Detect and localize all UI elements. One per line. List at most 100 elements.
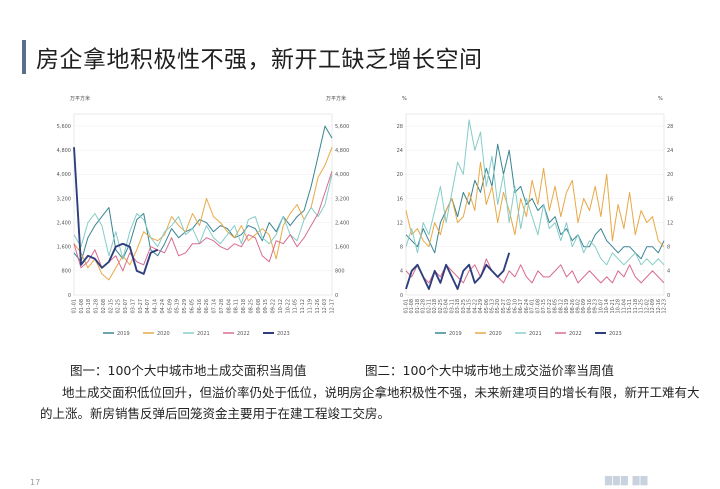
x-tick-label: 03-04 — [444, 299, 450, 314]
x-tick-label: 07-22 — [547, 299, 553, 314]
y-tick-label-right: 2,400 — [335, 220, 349, 226]
x-tick-label: 10-22 — [285, 299, 291, 314]
x-tick-label: 09-08 — [256, 299, 262, 314]
y-tick-label-right: 5,600 — [335, 124, 349, 130]
title-accent-bar — [22, 40, 26, 74]
x-tick-label: 08-11 — [234, 299, 240, 314]
x-tick-label: 01-18 — [415, 299, 421, 314]
watermark-logo: ▇▇▇ ▇▇ — [605, 476, 649, 486]
x-tick-label: 06-26 — [204, 299, 210, 314]
x-tick-label: 10-28 — [616, 299, 622, 314]
y-tick-label-right: 0 — [335, 293, 338, 299]
x-tick-label: 10-07 — [598, 299, 604, 314]
y-tick-label-right: 28 — [667, 124, 673, 130]
caption-chart-2: 图二：100个大中城市地土成交溢价率当周值 — [365, 363, 614, 378]
x-tick-label: 11-26 — [315, 299, 321, 314]
x-tick-label: 05-06 — [484, 299, 490, 314]
y-tick-label: 1,600 — [57, 245, 71, 251]
legend-label: 2021 — [529, 331, 542, 337]
series-line-2022 — [73, 171, 333, 272]
x-tick-label: 10-12 — [278, 299, 284, 314]
y-tick-label: 24 — [397, 148, 403, 154]
y-tick-label: 4,000 — [57, 172, 71, 178]
x-tick-label: 07-28 — [219, 299, 225, 314]
x-tick-label: 03-11 — [449, 299, 455, 314]
x-tick-label: 05-29 — [182, 299, 188, 314]
x-tick-label: 05-13 — [490, 299, 496, 314]
x-tick-label: 10-21 — [610, 299, 616, 314]
x-tick-label: 08-19 — [564, 299, 570, 314]
y-tick-label-right: 24 — [667, 148, 673, 154]
x-tick-label: 05-19 — [175, 299, 181, 314]
series-line-2021 — [73, 174, 333, 260]
x-tick-label: 08-18 — [241, 299, 247, 314]
y-tick-label-right: 20 — [667, 172, 673, 178]
x-tick-label: 01-28 — [94, 299, 100, 314]
legend-label: 2020 — [157, 331, 170, 337]
y-tick-label-right: 12 — [667, 220, 673, 226]
x-tick-label: 06-05 — [189, 299, 195, 314]
x-tick-label: 11-05 — [293, 299, 299, 314]
x-tick-label: 03-27 — [138, 299, 144, 314]
x-tick-label: 09-16 — [587, 299, 593, 314]
y-tick-label: 0 — [400, 293, 403, 299]
y-tick-label: 12 — [397, 220, 403, 226]
x-tick-label: 07-01 — [530, 299, 536, 314]
x-tick-label: 11-18 — [633, 299, 639, 314]
series-line-2019 — [73, 125, 333, 263]
series-line-2020 — [73, 147, 333, 281]
x-tick-label: 01-18 — [86, 299, 92, 314]
y-tick-label: 800 — [61, 269, 71, 275]
page-number: 17 — [30, 478, 41, 487]
page-title: 房企拿地积极性不强，新开工缺乏增长空间 — [36, 47, 483, 73]
legend-label: 2023 — [609, 331, 622, 337]
x-tick-label: 06-16 — [197, 299, 203, 314]
y-tick-label-right: 4,800 — [335, 148, 349, 154]
x-tick-label: 03-18 — [455, 299, 461, 314]
x-tick-label: 04-07 — [145, 299, 151, 314]
legend-label: 2019 — [117, 331, 130, 337]
x-tick-label: 02-15 — [108, 299, 114, 314]
x-tick-label: 05-09 — [167, 299, 173, 314]
y-tick-label: 4,800 — [57, 148, 71, 154]
x-tick-label: 01-01 — [72, 299, 78, 314]
x-tick-label: 01-08 — [79, 299, 85, 314]
x-tick-label: 08-26 — [570, 299, 576, 314]
x-tick-label: 02-25 — [116, 299, 122, 314]
body-paragraph: 地土成交面积低位回升，但溢价率仍处于低位，说明房企拿地积极性不强，未来新建项目的… — [40, 385, 700, 421]
y-tick-label-right: 3,200 — [335, 196, 349, 202]
series-line-2020 — [405, 161, 665, 248]
x-tick-label: 03-17 — [130, 299, 136, 314]
x-tick-label: 04-15 — [467, 299, 473, 314]
x-tick-label: 07-15 — [541, 299, 547, 314]
unit-right: % — [658, 96, 663, 102]
unit-left: 万平方米 — [70, 95, 90, 102]
x-tick-label: 11-19 — [307, 299, 313, 314]
y-tick-label-right: 800 — [335, 269, 345, 275]
series-line-2019 — [405, 143, 665, 260]
x-tick-label: 09-22 — [271, 299, 277, 314]
x-tick-label: 04-24 — [160, 299, 166, 314]
y-tick-label-right: 0 — [667, 293, 670, 299]
x-tick-label: 09-09 — [581, 299, 587, 314]
series-line-2021 — [405, 119, 665, 266]
x-tick-label: 05-27 — [501, 299, 507, 314]
x-tick-label: 02-25 — [438, 299, 444, 314]
y-tick-label-right: 1,600 — [335, 245, 349, 251]
x-tick-label: 12-23 — [662, 299, 668, 314]
land-area-chart: 万平方米 万平方米 0 0 800 800 1,600 1,600 2,400 2,400 3,20… — [57, 95, 350, 337]
unit-right: 万平方米 — [326, 95, 346, 102]
y-tick-label: 16 — [397, 196, 403, 202]
y-tick-label: 0 — [68, 293, 71, 299]
x-tick-label: 10-14 — [604, 299, 610, 314]
legend-label: 2019 — [449, 331, 462, 337]
x-tick-label: 04-29 — [478, 299, 484, 314]
x-tick-label: 01-28 — [421, 299, 427, 314]
x-tick-label: 02-08 — [101, 299, 107, 314]
x-tick-label: 06-24 — [524, 299, 530, 314]
y-tick-label-right: 8 — [667, 245, 670, 251]
y-tick-label: 8 — [400, 245, 403, 251]
x-tick-label: 09-15 — [263, 299, 269, 314]
x-tick-label: 11-12 — [300, 299, 306, 314]
x-tick-label: 03-07 — [123, 299, 129, 314]
